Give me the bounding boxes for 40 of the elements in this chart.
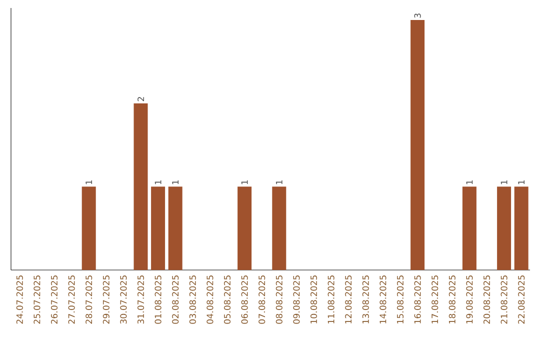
data-label: 1 bbox=[466, 180, 473, 184]
data-label: 1 bbox=[241, 180, 248, 184]
x-tick-label: 27.07.2025 bbox=[68, 275, 75, 324]
x-tick-label: 25.07.2025 bbox=[34, 275, 40, 324]
x-tick-label: 28.07.2025 bbox=[86, 275, 92, 324]
x-tick-label: 03.08.2025 bbox=[189, 275, 196, 324]
x-tick-label: 12.08.2025 bbox=[345, 275, 352, 324]
x-tick-label: 06.08.2025 bbox=[241, 275, 248, 324]
x-tick-label: 29.07.2025 bbox=[102, 275, 110, 324]
x-tick-label: 16.08.2025 bbox=[414, 275, 421, 324]
x-tick-label: 31.07.2025 bbox=[137, 275, 144, 324]
x-tick-label: 01.08.2025 bbox=[154, 275, 162, 324]
x-tick-label: 15.08.2025 bbox=[396, 275, 404, 324]
data-label: 1 bbox=[518, 180, 525, 184]
x-tick-label: 07.08.2025 bbox=[258, 275, 266, 324]
data-label: 1 bbox=[86, 180, 92, 184]
x-tick-label: 04.08.2025 bbox=[206, 275, 214, 324]
x-tick-label: 13.08.2025 bbox=[362, 275, 369, 324]
x-tick-label: 22.08.2025 bbox=[518, 275, 525, 324]
x-tick-label: 02.08.2025 bbox=[172, 275, 179, 324]
x-tick-label: 19.08.2025 bbox=[466, 275, 473, 324]
x-tick-label: 18.08.2025 bbox=[448, 275, 456, 324]
x-tick-label: 20.08.2025 bbox=[483, 275, 490, 324]
data-label: 1 bbox=[172, 180, 179, 184]
x-tick-label: 09.08.2025 bbox=[293, 275, 300, 324]
x-tick-label: 11.08.2025 bbox=[328, 275, 334, 324]
x-tick-label: 17.08.2025 bbox=[432, 275, 438, 324]
data-label: 1 bbox=[500, 180, 508, 184]
x-tick-label: 26.07.2025 bbox=[50, 275, 58, 324]
data-label: 1 bbox=[276, 180, 282, 184]
data-label: 2 bbox=[138, 97, 144, 102]
x-tick-label: 14.08.2025 bbox=[380, 275, 386, 324]
data-label: 3 bbox=[414, 14, 421, 18]
x-tick-label: 30.07.2025 bbox=[120, 275, 127, 324]
x-tick-label: 24.07.2025 bbox=[16, 275, 23, 324]
x-tick-label: 05.08.2025 bbox=[224, 275, 231, 324]
x-tick-label: 10.08.2025 bbox=[310, 275, 318, 324]
x-tick-label: 21.08.2025 bbox=[500, 275, 508, 324]
x-tick-label: 08.08.2025 bbox=[276, 275, 282, 324]
data-label: 1 bbox=[154, 180, 162, 184]
